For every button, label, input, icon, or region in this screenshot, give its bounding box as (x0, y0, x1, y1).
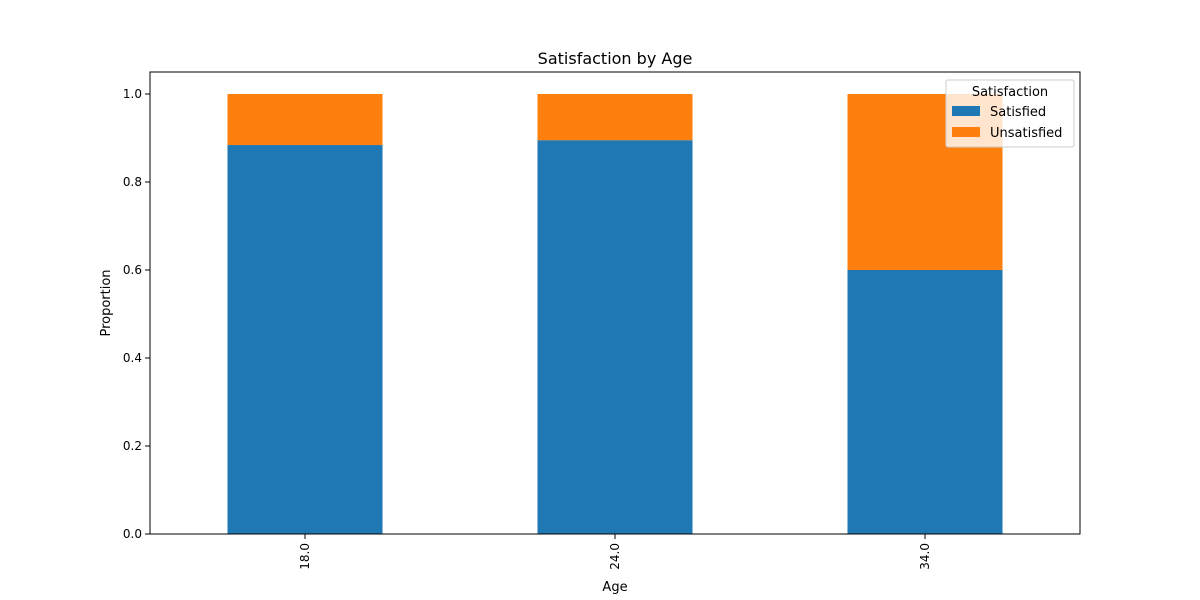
bar-satisfied-1 (537, 140, 693, 534)
y-tick-label: 0.4 (123, 351, 142, 365)
legend-items: Satisfied Unsatisfied (952, 105, 1062, 141)
y-tick-label: 0.2 (123, 439, 142, 453)
x-tick-label: 34.0 (918, 543, 932, 570)
bar-satisfied-2 (847, 270, 1003, 534)
legend-swatch-satisfied (952, 106, 980, 116)
y-axis-title: Proportion (99, 269, 114, 336)
legend-label-unsatisfied: Unsatisfied (990, 126, 1062, 141)
legend-label-satisfied: Satisfied (990, 105, 1046, 120)
x-axis-title: Age (602, 580, 627, 595)
chart-title: Satisfaction by Age (538, 49, 693, 68)
bar-unsatisfied-1 (537, 94, 693, 141)
x-tick-label: 18.0 (298, 543, 312, 570)
y-axis: 0.0 0.2 0.4 0.6 0.8 1.0 (123, 87, 150, 541)
y-tick-label: 0.8 (123, 175, 142, 189)
x-axis: 18.0 24.0 34.0 (298, 534, 932, 570)
x-tick-label: 24.0 (608, 543, 622, 570)
bar-unsatisfied-0 (227, 94, 383, 146)
bar-satisfied-0 (227, 145, 383, 535)
y-tick-label: 0.0 (123, 527, 142, 541)
y-tick-label: 0.6 (123, 263, 142, 277)
legend: Satisfaction Satisfied Unsatisfied (945, 79, 1075, 148)
y-tick-label: 1.0 (123, 87, 142, 101)
legend-title: Satisfaction (972, 85, 1048, 100)
legend-swatch-unsatisfied (952, 127, 980, 137)
bars-group (227, 94, 1003, 535)
